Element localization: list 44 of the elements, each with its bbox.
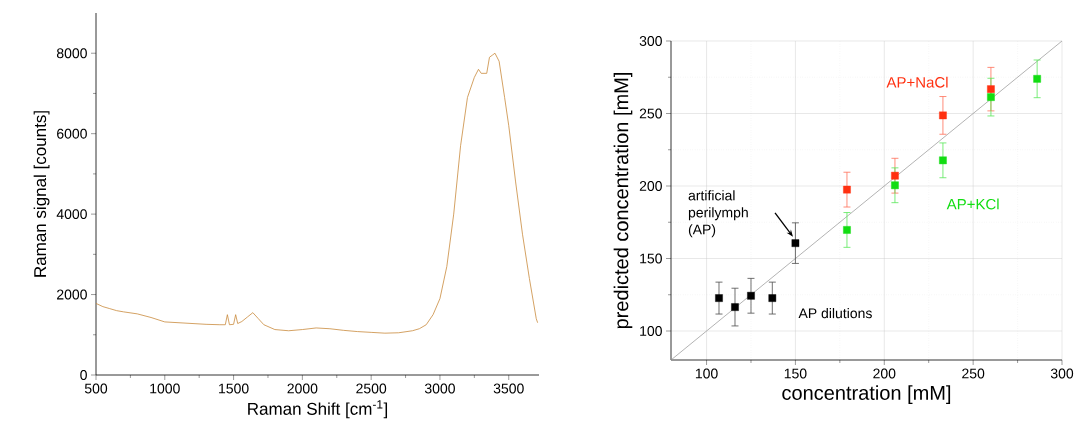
annotation: artificial perilymph (AP) bbox=[688, 190, 748, 238]
point bbox=[843, 226, 851, 234]
x-tick-label: 200 bbox=[873, 368, 896, 379]
x-tick-label: 1000 bbox=[150, 383, 180, 394]
y-axis-title: Raman signal [counts] bbox=[33, 111, 50, 277]
y-axis-title: predicted concentration [mM] bbox=[613, 73, 633, 329]
point bbox=[715, 294, 723, 302]
point bbox=[791, 239, 800, 247]
x-axis-title: concentration [mM] bbox=[782, 385, 951, 404]
y-tick-label: 300 bbox=[639, 36, 662, 46]
point bbox=[747, 291, 755, 300]
y-tick-label: 6000 bbox=[57, 128, 87, 139]
y-tick-label: 200 bbox=[639, 181, 662, 191]
y-tick-label: 2000 bbox=[57, 289, 87, 300]
y-tick-label: 0 bbox=[80, 370, 87, 380]
series-label: AP+NaCl bbox=[886, 76, 948, 88]
point bbox=[768, 294, 777, 302]
x-tick-label: 500 bbox=[84, 383, 108, 394]
x-tick-label: 3000 bbox=[424, 383, 455, 394]
point bbox=[987, 93, 995, 101]
x-tick-label: 2000 bbox=[287, 383, 318, 394]
x-tick-label: 150 bbox=[784, 368, 807, 379]
point bbox=[731, 303, 739, 311]
point bbox=[987, 85, 995, 93]
x-tick-label: 100 bbox=[695, 368, 718, 379]
annotation: AP dilutions bbox=[798, 307, 872, 319]
point bbox=[939, 156, 947, 165]
y-tick-label: 250 bbox=[639, 108, 662, 119]
x-tick-label: 250 bbox=[962, 368, 985, 379]
y-tick-label: 4000 bbox=[56, 209, 87, 220]
point bbox=[1033, 75, 1041, 83]
point bbox=[891, 171, 899, 180]
x-tick-label: 1500 bbox=[219, 383, 249, 394]
text: AP+KCl bbox=[946, 198, 999, 210]
y-tick-label: 100 bbox=[640, 326, 662, 336]
x-tick-label: 300 bbox=[1050, 368, 1074, 379]
x-tick-label: 2500 bbox=[356, 383, 387, 394]
y-tick-label: 8000 bbox=[56, 48, 87, 59]
x-axis-title: Raman Shift [cm$^{-1}$] bbox=[248, 400, 388, 419]
y-tick-label: 150 bbox=[640, 253, 662, 264]
x-tick-label: 3500 bbox=[493, 383, 524, 394]
point bbox=[843, 185, 851, 194]
point bbox=[891, 181, 899, 190]
point bbox=[939, 111, 947, 120]
